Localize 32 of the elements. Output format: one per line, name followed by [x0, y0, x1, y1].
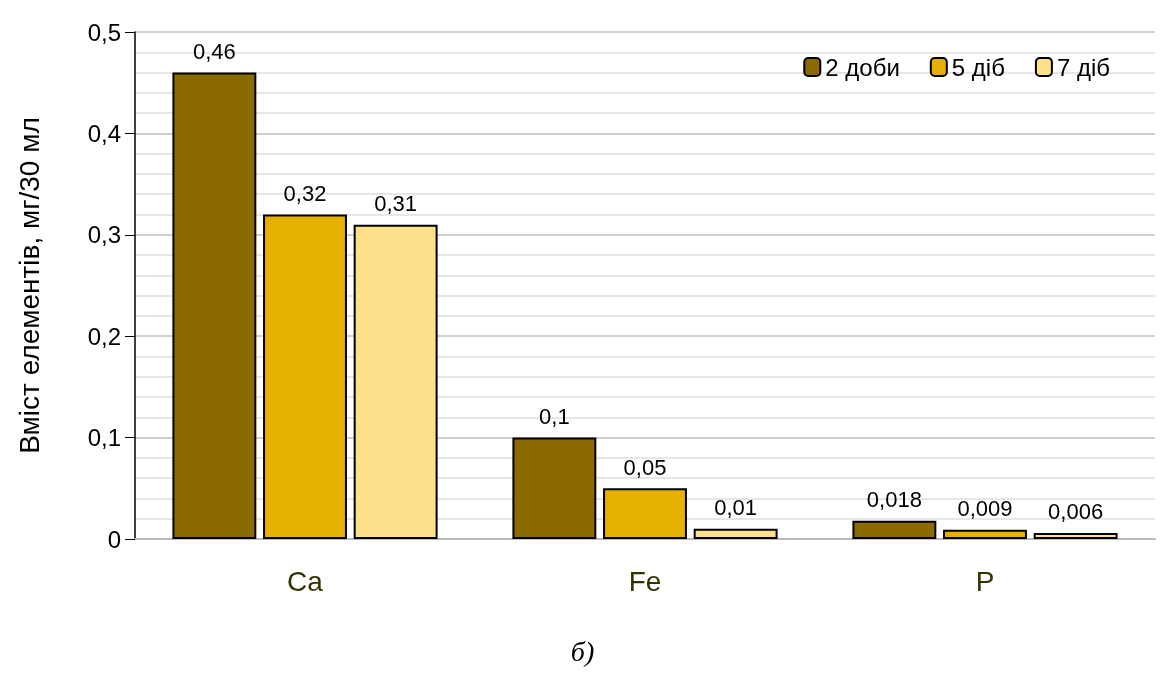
data-label: 0,01 [714, 495, 758, 521]
y-tick-label: 0,3 [87, 221, 121, 249]
x-tick-label: Fe [628, 565, 662, 597]
x-tick-label: Ca [287, 565, 324, 597]
y-tick-label: 0,4 [87, 119, 121, 147]
bar [693, 528, 778, 539]
bar [603, 488, 687, 539]
legend-label: 5 діб [951, 53, 1005, 81]
data-label: 0,46 [192, 39, 236, 65]
bar [263, 214, 347, 539]
legend-label: 2 доби [825, 53, 900, 81]
bar [172, 72, 257, 539]
y-tick-label: 0,5 [87, 18, 121, 46]
data-label: 0,1 [539, 404, 570, 430]
bar [512, 437, 597, 539]
x-tick-label: P [975, 565, 995, 597]
y-tick-label: 0,2 [87, 322, 121, 350]
y-tick-label: 0,1 [87, 424, 121, 452]
bar [1033, 532, 1118, 539]
data-label: 0,31 [374, 191, 418, 217]
data-label: 0,05 [623, 454, 667, 480]
y-axis-title: Вміст елементів, мг/30 мл [13, 117, 45, 454]
data-label: 0,32 [283, 181, 327, 207]
legend-label: 7 діб [1056, 53, 1111, 81]
bar [943, 529, 1027, 539]
y-tick-label: 0 [107, 525, 121, 553]
data-label: 0,018 [866, 487, 922, 513]
data-label: 0,006 [1048, 499, 1104, 525]
bar [852, 520, 937, 539]
data-label: 0,009 [957, 496, 1013, 522]
bar [353, 224, 438, 539]
text: б) [570, 635, 595, 667]
